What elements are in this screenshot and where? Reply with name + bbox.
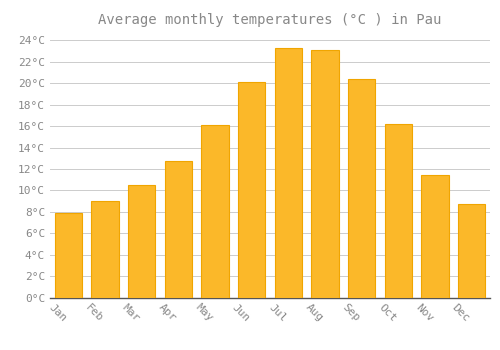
Bar — [201, 125, 229, 298]
Bar — [274, 48, 302, 298]
Bar — [421, 175, 448, 298]
Bar — [128, 185, 156, 298]
Bar — [164, 161, 192, 298]
Bar — [238, 82, 266, 298]
Bar — [54, 213, 82, 298]
Bar — [311, 50, 339, 298]
Bar — [384, 124, 412, 298]
Bar — [458, 204, 485, 298]
Bar — [91, 201, 119, 298]
Bar — [348, 79, 376, 298]
Title: Average monthly temperatures (°C ) in Pau: Average monthly temperatures (°C ) in Pa… — [98, 13, 442, 27]
